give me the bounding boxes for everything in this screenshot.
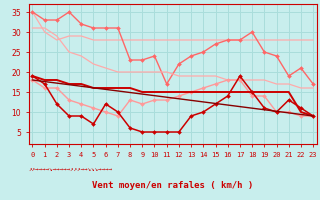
Text: ↗↗→→→→↘→→→→→↗↗↗→→↘↘↘→→→→: ↗↗→→→→↘→→→→→↗↗↗→→↘↘↘→→→→ — [29, 166, 113, 171]
Text: Vent moyen/en rafales ( km/h ): Vent moyen/en rafales ( km/h ) — [92, 182, 253, 190]
